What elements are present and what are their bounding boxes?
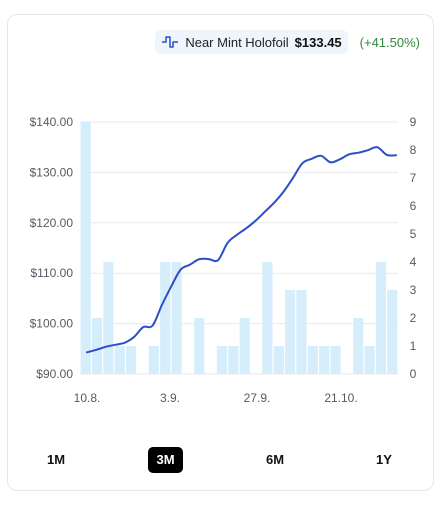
volume-bars	[80, 122, 398, 374]
chart-legend: Near Mint Holofoil $133.45 (+41.50%)	[0, 30, 443, 54]
y-right-tick-label: 9	[410, 115, 417, 129]
legend-price-change: (+41.50%)	[359, 34, 420, 50]
y-right-tick-label: 8	[410, 143, 417, 157]
volume-bar	[216, 346, 228, 374]
legend-series-pill[interactable]: Near Mint Holofoil $133.45	[155, 30, 348, 54]
range-button-1m[interactable]: 1M	[46, 452, 66, 467]
volume-bar	[285, 290, 296, 374]
y-right-tick-label: 4	[410, 255, 417, 269]
x-axis-ticks: 10.8. 3.9. 27.9. 21.10.	[74, 391, 358, 405]
range-selector: 1M 3M 6M 1Y	[0, 447, 443, 473]
volume-bar	[148, 346, 159, 374]
y-right-tick-label: 2	[410, 311, 417, 325]
volume-bar	[228, 346, 239, 374]
range-button-1y[interactable]: 1Y	[376, 452, 392, 467]
y-right-tick-label: 0	[410, 367, 417, 381]
volume-bar	[160, 262, 171, 374]
legend-current-price: $133.45	[294, 34, 342, 50]
y-right-tick-label: 3	[410, 283, 417, 297]
legend-series-name: Near Mint Holofoil	[185, 34, 289, 50]
y-right-tick-label: 7	[410, 171, 417, 185]
volume-bar	[126, 346, 137, 374]
volume-bar	[273, 346, 284, 374]
volume-bar	[364, 346, 375, 374]
price-line	[86, 146, 397, 354]
range-button-6m[interactable]: 6M	[265, 452, 285, 467]
y-left-tick-label: $110.00	[31, 266, 74, 280]
x-tick-label: 21.10.	[324, 391, 357, 405]
y-right-tick-label: 6	[410, 199, 417, 213]
price-chart: $90.00 $100.00 $110.00 $120.00 $130.00 $140.0…	[30, 115, 417, 405]
y-left-tick-label: $120.00	[30, 216, 74, 230]
y-right-tick-label: 1	[410, 339, 417, 353]
volume-bar	[103, 262, 114, 374]
volume-bar	[194, 318, 205, 374]
volume-bar	[80, 122, 91, 374]
y-left-tick-label: $90.00	[36, 367, 73, 381]
volume-bar	[296, 290, 307, 374]
x-tick-label: 10.8.	[74, 391, 101, 405]
y-left-tick-label: $130.00	[30, 165, 74, 179]
right-axis-ticks: 0 1 2 3 4 5 6 7 8 9	[410, 115, 417, 381]
chart-grid	[80, 121, 398, 375]
volume-bar	[262, 262, 273, 374]
line-chart-icon	[162, 36, 179, 48]
price-line-layer	[86, 146, 397, 354]
volume-bar	[353, 318, 364, 374]
y-left-tick-label: $140.00	[30, 115, 74, 129]
volume-bar	[330, 346, 341, 374]
volume-bar	[171, 262, 182, 374]
y-right-tick-label: 5	[410, 227, 417, 241]
volume-bar	[91, 318, 103, 374]
volume-bar	[319, 346, 330, 374]
volume-bar	[307, 346, 318, 374]
y-left-tick-label: $100.00	[30, 317, 74, 331]
volume-bar	[239, 318, 250, 374]
left-axis-ticks: $90.00 $100.00 $110.00 $120.00 $130.00 $140.0…	[30, 115, 74, 381]
volume-bar	[375, 262, 387, 374]
x-tick-label: 27.9.	[244, 391, 271, 405]
price-history-card	[7, 14, 434, 491]
x-tick-label: 3.9.	[160, 391, 180, 405]
volume-bar	[114, 346, 125, 374]
volume-bar	[387, 290, 398, 374]
range-button-3m[interactable]: 3M	[148, 447, 183, 473]
